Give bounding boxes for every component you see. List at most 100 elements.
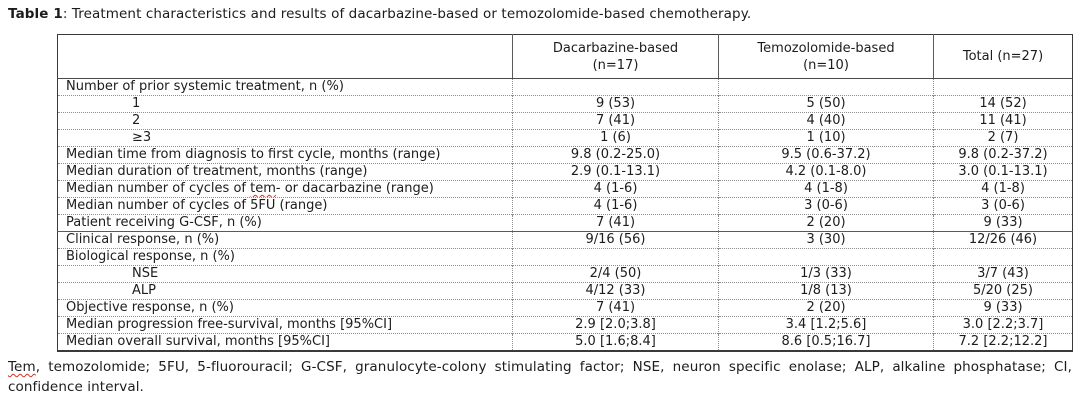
- cell-total: 3/7 (43): [933, 265, 1073, 283]
- cell-dacarbazine: 4 (1-6): [512, 180, 719, 198]
- header-temozolomide-label: Temozolomide-based: [757, 40, 895, 56]
- cell-dacarbazine: 7 (41): [512, 112, 719, 130]
- cell-total: 5/20 (25): [933, 282, 1073, 300]
- row-label: Median time from diagnosis to first cycl…: [57, 146, 513, 164]
- cell-temozolomide: 2 (20): [718, 214, 934, 232]
- cell-total: [933, 78, 1073, 96]
- row-label: Median duration of treatment, months (ra…: [57, 163, 513, 181]
- cell-dacarbazine: 4/12 (33): [512, 282, 719, 300]
- table-row-duration-treatment: Median duration of treatment, months (ra…: [57, 163, 1073, 181]
- cell-total: 4 (1-8): [933, 180, 1073, 198]
- header-dacarbazine-label: Dacarbazine-based: [552, 40, 679, 56]
- header-dacarbazine: Dacarbazine-based (n=17): [512, 34, 719, 79]
- cell-dacarbazine: 1 (6): [512, 129, 719, 147]
- cell-temozolomide: 1/8 (13): [718, 282, 934, 300]
- spellcheck-squiggle-word: tem: [250, 181, 276, 197]
- row-label: NSE: [57, 265, 513, 283]
- cell-total: 7.2 [2.2;12.2]: [933, 333, 1073, 351]
- table-row-nse: NSE 2/4 (50) 1/3 (33) 3/7 (43): [57, 265, 1073, 283]
- row-label-post: - or dacarbazine (range): [275, 181, 434, 197]
- cell-total: [933, 248, 1073, 266]
- cell-dacarbazine: 2.9 (0.1-13.1): [512, 163, 719, 181]
- abbreviations-footnote-text: , temozolomide; 5FU, 5-fluorouracil; G-C…: [8, 359, 1072, 395]
- table-row-overall-survival: Median overall survival, months [95%CI] …: [57, 333, 1073, 351]
- row-label: Biological response, n (%): [57, 248, 513, 266]
- header-temozolomide-n: (n=10): [803, 57, 849, 73]
- row-label: ≥3: [57, 129, 513, 147]
- header-empty-cell: [57, 34, 513, 79]
- row-label: Median progression free-survival, months…: [57, 316, 513, 334]
- cell-total: 3.0 [2.2;3.7]: [933, 316, 1073, 334]
- cell-temozolomide: 9.5 (0.6-37.2): [718, 146, 934, 164]
- table-row-cycles-5fu: Median number of cycles of 5FU (range) 4…: [57, 197, 1073, 215]
- spellcheck-squiggle-word: Tem: [8, 359, 36, 375]
- table-caption: Table 1: Treatment characteristics and r…: [8, 5, 1072, 23]
- row-label: Median number of cycles of tem- or dacar…: [57, 180, 513, 198]
- row-label-pre: Median number of cycles of: [66, 181, 251, 197]
- cell-total: 9 (33): [933, 214, 1073, 232]
- row-label: Clinical response, n (%): [57, 231, 513, 249]
- cell-temozolomide: [718, 248, 934, 266]
- cell-temozolomide: 3 (0-6): [718, 197, 934, 215]
- table-row-prior-3plus: ≥3 1 (6) 1 (10) 2 (7): [57, 129, 1073, 147]
- row-label: Number of prior systemic treatment, n (%…: [57, 78, 513, 96]
- cell-temozolomide: 1 (10): [718, 129, 934, 147]
- row-label: 1: [57, 95, 513, 113]
- table-row-prior-2: 2 7 (41) 4 (40) 11 (41): [57, 112, 1073, 130]
- row-label: 2: [57, 112, 513, 130]
- table-row-clinical-response: Clinical response, n (%) 9/16 (56) 3 (30…: [57, 231, 1073, 249]
- table-caption-text: : Treatment characteristics and results …: [62, 6, 752, 22]
- cell-dacarbazine: [512, 78, 719, 96]
- cell-temozolomide: 3.4 [1.2;5.6]: [718, 316, 934, 334]
- cell-temozolomide: 5 (50): [718, 95, 934, 113]
- cell-temozolomide: 1/3 (33): [718, 265, 934, 283]
- cell-dacarbazine: 9.8 (0.2-25.0): [512, 146, 719, 164]
- cell-dacarbazine: 4 (1-6): [512, 197, 719, 215]
- cell-dacarbazine: 7 (41): [512, 299, 719, 317]
- cell-total: 12/26 (46): [933, 231, 1073, 249]
- header-total-label: Total (n=27): [962, 49, 1044, 64]
- row-label: Median number of cycles of 5FU (range): [57, 197, 513, 215]
- cell-temozolomide: 4 (40): [718, 112, 934, 130]
- cell-dacarbazine: 5.0 [1.6;8.4]: [512, 333, 719, 351]
- cell-temozolomide: 2 (20): [718, 299, 934, 317]
- cell-temozolomide: 8.6 [0.5;16.7]: [718, 333, 934, 351]
- cell-temozolomide: [718, 78, 934, 96]
- cell-total: 9.8 (0.2-37.2): [933, 146, 1073, 164]
- header-temozolomide: Temozolomide-based (n=10): [718, 34, 934, 79]
- cell-total: 14 (52): [933, 95, 1073, 113]
- abbreviations-footnote: Tem, temozolomide; 5FU, 5-fluorouracil; …: [8, 357, 1072, 397]
- cell-dacarbazine: 2/4 (50): [512, 265, 719, 283]
- table-row-alp: ALP 4/12 (33) 1/8 (13) 5/20 (25): [57, 282, 1073, 300]
- cell-temozolomide: 3 (30): [718, 231, 934, 249]
- table-row-gcsf: Patient receiving G-CSF, n (%) 7 (41) 2 …: [57, 214, 1073, 232]
- cell-dacarbazine: 9/16 (56): [512, 231, 719, 249]
- cell-total: 3.0 (0.1-13.1): [933, 163, 1073, 181]
- table-row-progression-free-survival: Median progression free-survival, months…: [57, 316, 1073, 334]
- cell-dacarbazine: [512, 248, 719, 266]
- row-label: Median overall survival, months [95%CI]: [57, 333, 513, 351]
- cell-dacarbazine: 7 (41): [512, 214, 719, 232]
- table-caption-number: Table 1: [8, 6, 63, 22]
- row-label: Patient receiving G-CSF, n (%): [57, 214, 513, 232]
- row-label: ALP: [57, 282, 513, 300]
- table-row-time-to-first-cycle: Median time from diagnosis to first cycl…: [57, 146, 1073, 164]
- cell-temozolomide: 4 (1-8): [718, 180, 934, 198]
- cell-dacarbazine: 2.9 [2.0;3.8]: [512, 316, 719, 334]
- table-row-prior-treatment: Number of prior systemic treatment, n (%…: [57, 78, 1073, 96]
- cell-dacarbazine: 9 (53): [512, 95, 719, 113]
- table-row-cycles-tem-dacarbazine: Median number of cycles of tem- or dacar…: [57, 180, 1073, 198]
- cell-total: 9 (33): [933, 299, 1073, 317]
- table-row-biological-response: Biological response, n (%): [57, 248, 1073, 266]
- header-dacarbazine-n: (n=17): [592, 57, 639, 73]
- header-total: Total (n=27): [933, 34, 1073, 79]
- row-label: Objective response, n (%): [57, 299, 513, 317]
- cell-total: 2 (7): [933, 129, 1073, 147]
- cell-total: 3 (0-6): [933, 197, 1073, 215]
- cell-temozolomide: 4.2 (0.1-8.0): [718, 163, 934, 181]
- table-row-objective-response: Objective response, n (%) 7 (41) 2 (20) …: [57, 299, 1073, 317]
- cell-total: 11 (41): [933, 112, 1073, 130]
- treatment-results-table: Dacarbazine-based (n=17) Temozolomide-ba…: [57, 34, 1073, 352]
- table-row-prior-1: 1 9 (53) 5 (50) 14 (52): [57, 95, 1073, 113]
- header-row: Dacarbazine-based (n=17) Temozolomide-ba…: [57, 34, 1073, 79]
